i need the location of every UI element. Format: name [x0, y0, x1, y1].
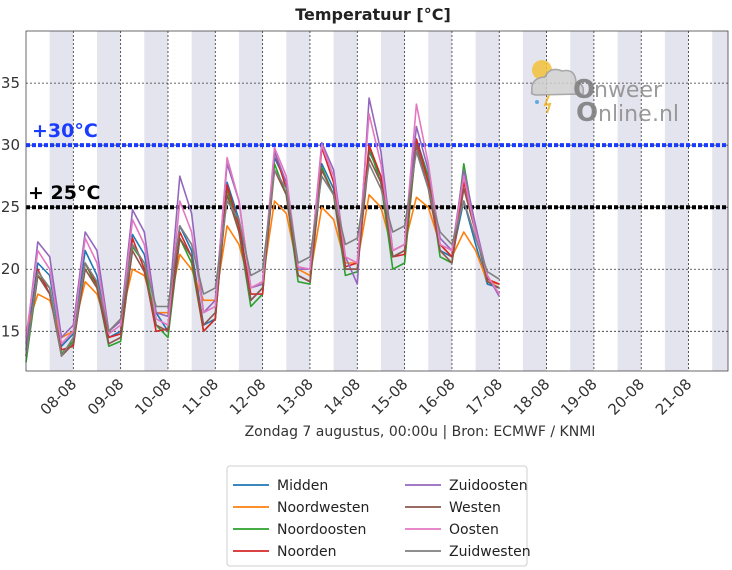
logo-line1: nweer	[594, 78, 663, 103]
x-tick-label: 15-08	[368, 375, 412, 419]
night-band	[712, 31, 728, 371]
legend-box	[226, 465, 528, 567]
night-band	[570, 31, 594, 371]
legend-label: Noorden	[277, 544, 337, 560]
x-tick-label: 21-08	[652, 375, 696, 419]
logo-o2: O	[576, 98, 598, 128]
night-band	[144, 31, 168, 371]
night-band	[96, 31, 121, 371]
onweer-online-logo: O nweer O nline .nl	[530, 60, 679, 128]
night-band	[664, 31, 689, 371]
night-band	[428, 31, 452, 371]
x-tick-label: 16-08	[415, 375, 459, 419]
x-tick-label: 10-08	[131, 375, 175, 419]
cloud-sun-icon	[530, 60, 585, 114]
night-band	[286, 31, 310, 371]
logo-suffix: .nl	[652, 102, 679, 127]
series-line	[25, 150, 500, 357]
night-band	[49, 31, 74, 371]
x-tick-label: 11-08	[179, 375, 223, 419]
legend-label: Zuidwesten	[449, 544, 531, 560]
y-tick-label: 35	[1, 74, 20, 92]
series-line	[25, 103, 500, 345]
x-tick-label: 19-08	[557, 375, 601, 419]
series-line	[25, 138, 500, 357]
night-bands	[49, 31, 728, 371]
night-band	[380, 31, 405, 371]
x-axis-label: Zondag 7 augustus, 00:00u | Bron: ECMWF …	[245, 424, 596, 440]
x-tick-label: 17-08	[463, 375, 507, 419]
x-tick-label: 13-08	[273, 375, 317, 419]
threshold-label: +30°C	[32, 120, 98, 142]
legend: Midden Noordwesten Noordoosten Noorden Zuido…	[226, 465, 531, 567]
series-lines	[25, 97, 500, 363]
legend-label: Westen	[449, 500, 501, 516]
y-tick-label: 20	[1, 260, 20, 278]
night-band	[617, 31, 642, 371]
night-band	[475, 31, 500, 371]
night-band	[522, 31, 547, 371]
series-line	[25, 144, 500, 357]
y-tick-label: 30	[1, 136, 20, 154]
x-tick-label: 14-08	[321, 375, 365, 419]
legend-label: Oosten	[449, 522, 499, 538]
x-tick-label: 20-08	[605, 375, 649, 419]
x-tick-label: 18-08	[510, 375, 554, 419]
legend-label: Midden	[277, 478, 328, 494]
x-tick-label: 08-08	[37, 375, 81, 419]
legend-label: Noordoosten	[277, 522, 366, 538]
y-tick-label: 15	[1, 322, 20, 340]
x-tick-label: 12-08	[226, 375, 270, 419]
chart-title: Temperatuur [°C]	[295, 5, 451, 24]
legend-label: Zuidoosten	[449, 478, 528, 494]
x-tick-label: 09-08	[84, 375, 128, 419]
night-band	[333, 31, 358, 371]
night-band	[238, 31, 263, 371]
legend-label: Noordwesten	[277, 500, 369, 516]
plot-frame	[25, 30, 729, 372]
threshold-label: + 25°C	[28, 182, 100, 204]
logo-o1: O	[573, 75, 595, 105]
y-tick-label: 25	[1, 198, 20, 216]
logo-line2: nline	[598, 102, 652, 127]
